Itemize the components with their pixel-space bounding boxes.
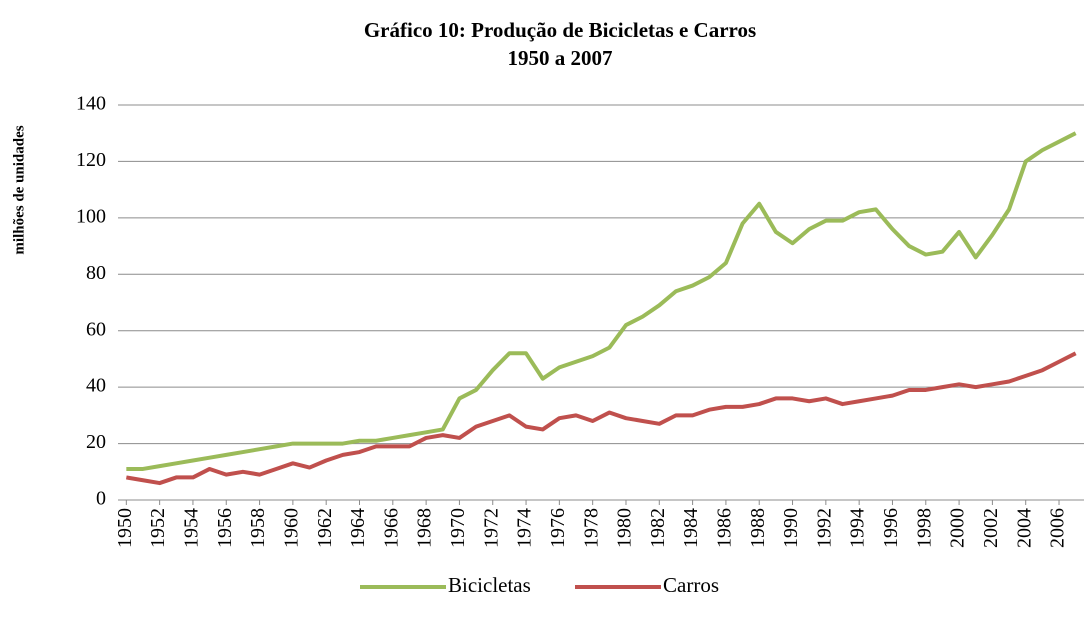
y-tick-label: 60 [86,318,106,340]
x-tick-label: 1962 [314,508,336,548]
x-tick-label: 1980 [614,508,636,548]
chart-subtitle: 1950 a 2007 [508,46,613,70]
x-tick-label: 1972 [480,508,502,548]
x-tick-label: 2000 [947,508,969,548]
x-tick-label: 1976 [547,508,569,548]
y-tick-label: 140 [76,93,106,115]
legend-label: Bicicletas [448,573,531,597]
y-tick-label: 20 [86,431,106,453]
x-tick-label: 1970 [447,508,469,548]
x-tick-label: 1952 [147,508,169,548]
x-tick-label: 1994 [847,508,869,548]
x-tick-label: 1998 [913,508,935,548]
x-tick-label: 1954 [181,508,203,548]
x-tick-label: 1966 [380,508,402,548]
y-tick-label: 40 [86,375,106,397]
x-tick-label: 1978 [580,508,602,548]
x-tick-label: 1974 [514,508,536,548]
x-tick-label: 2004 [1013,508,1035,548]
y-axis-label: milhões de unidades [11,125,27,254]
x-tick-label: 1996 [880,508,902,548]
series-line [125,351,1077,486]
x-tick-label: 1986 [714,508,736,548]
y-tick-label: 80 [86,262,106,284]
x-tick-label: 1950 [114,508,136,548]
x-tick-label: 2002 [980,508,1002,548]
x-tick-label: 1992 [813,508,835,548]
chart-title: Gráfico 10: Produção de Bicicletas e Car… [364,18,756,42]
x-tick-label: 1984 [680,508,702,548]
x-tick-label: 1990 [780,508,802,548]
x-tick-label: 1958 [247,508,269,548]
x-tick-label: 1968 [414,508,436,548]
y-tick-label: 100 [76,205,106,227]
x-tick-label: 1956 [214,508,236,548]
x-tick-label: 1964 [347,508,369,548]
y-tick-label: 120 [76,149,106,171]
legend-label: Carros [663,573,719,597]
x-tick-label: 1960 [280,508,302,548]
x-tick-label: 1988 [747,508,769,548]
x-tick-label: 1982 [647,508,669,548]
series-line [126,131,1077,471]
y-tick-label: 0 [96,488,106,510]
x-tick-label: 2006 [1047,508,1069,548]
